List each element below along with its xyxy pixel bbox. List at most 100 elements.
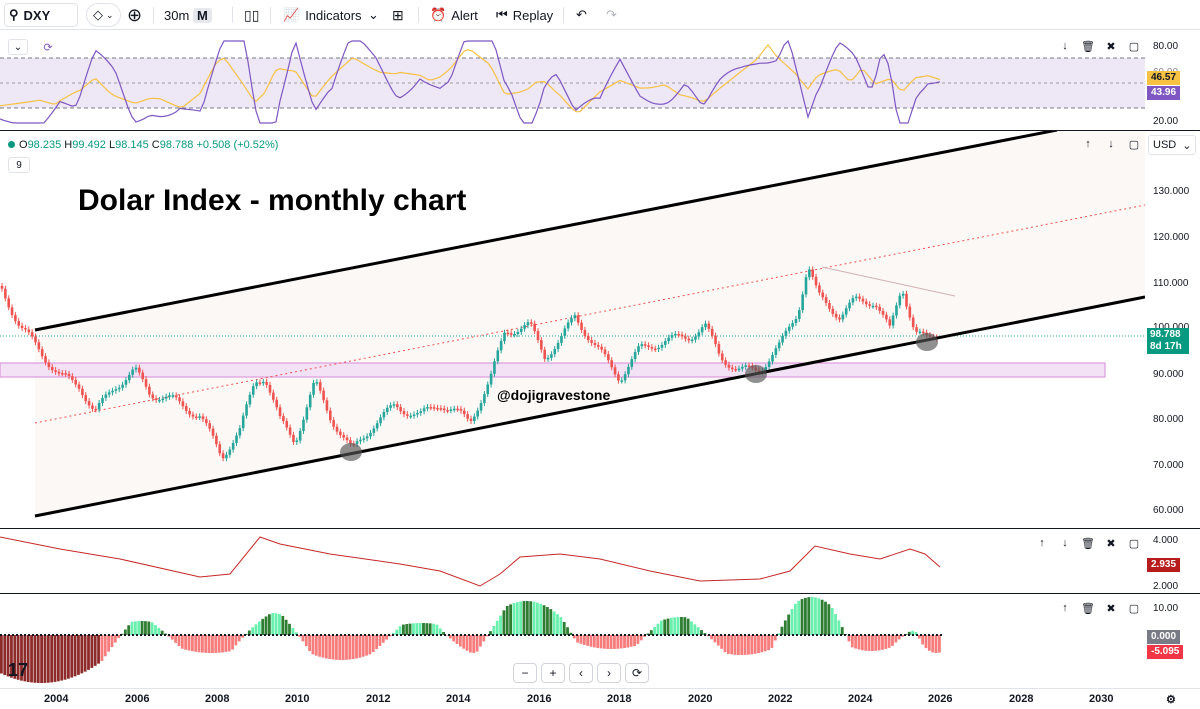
symbol-name: DXY — [23, 7, 51, 23]
candle-body — [463, 410, 466, 415]
candle-body — [298, 430, 302, 441]
collapse-pane-icon[interactable]: ✖ — [1106, 40, 1116, 53]
move-up-button[interactable]: ↑ — [1062, 602, 1068, 614]
macd-bar — [636, 635, 640, 644]
zoom-out-button[interactable]: − — [513, 663, 537, 683]
undo-button[interactable]: ↶ — [576, 3, 587, 27]
candle-body — [345, 437, 349, 441]
layouts-button[interactable]: ⊞ — [392, 3, 404, 27]
macd-bar — [887, 635, 891, 648]
macd-pane[interactable]: 17 — [0, 594, 1145, 688]
maximize-pane-icon[interactable]: ▢ — [1128, 40, 1140, 53]
osc-value-tag: 2.935 — [1147, 558, 1181, 572]
indicators-dropdown[interactable]: ⌄ — [368, 3, 379, 27]
macd-bar — [405, 624, 409, 635]
macd-bar — [656, 623, 660, 635]
indicator-length-box[interactable]: 9 — [8, 157, 30, 173]
oscillator-pane[interactable] — [0, 529, 1145, 593]
move-up-button[interactable]: ↑ — [1085, 138, 1091, 150]
candle-body — [831, 308, 835, 314]
candle-body — [540, 340, 543, 350]
settings-icon[interactable]: ⚙ — [1166, 694, 1176, 706]
rsi-axis-label: 20.00 — [1153, 116, 1179, 127]
candle-body — [576, 315, 580, 323]
macd-bar — [867, 635, 871, 651]
add-symbol-button[interactable]: ⊕ — [127, 3, 142, 27]
maximize-pane-icon[interactable]: ▢ — [1128, 138, 1140, 151]
indicators-button[interactable]: 📈 Indicators — [283, 3, 362, 27]
reset-chart-button[interactable]: ⟳ — [625, 663, 649, 683]
candle-body — [533, 323, 536, 332]
sync-icon[interactable]: ⟳ — [43, 41, 53, 54]
macd-bar — [626, 635, 630, 648]
candle-body — [154, 398, 158, 400]
collapse-pane-icon[interactable]: ✖ — [1106, 537, 1116, 550]
candle-body — [841, 314, 845, 320]
macd-bar — [53, 635, 57, 682]
macd-bar — [847, 635, 851, 642]
candle-body — [379, 417, 382, 424]
scroll-left-button[interactable]: ‹ — [569, 663, 593, 683]
macd-bar — [331, 635, 335, 660]
macd-bar — [308, 635, 311, 652]
macd-bar — [482, 635, 486, 642]
redo-button[interactable]: ↷ — [606, 3, 617, 27]
channel-top-line — [34, 131, 1058, 332]
macd-bar — [311, 635, 315, 655]
macd-bar — [43, 635, 47, 683]
macd-bar — [897, 635, 901, 640]
candle-body — [861, 298, 865, 302]
move-down-button[interactable]: ↓ — [1062, 537, 1068, 549]
interval-type-button[interactable]: M — [193, 3, 212, 27]
alert-label: Alert — [451, 7, 478, 23]
delete-pane-button[interactable]: 🗑 — [1080, 38, 1096, 54]
currency-button[interactable]: USD ⌄ — [1148, 135, 1197, 155]
delete-pane-button[interactable]: 🗑 — [1080, 535, 1096, 551]
candle-body — [586, 335, 590, 341]
chevron-left-icon: ‹ — [579, 666, 583, 680]
last-price-value: 98.788 — [1150, 329, 1181, 340]
interval-button[interactable]: 30m — [164, 3, 189, 27]
chart-type-button[interactable]: ▯▯ — [244, 3, 259, 27]
replay-button[interactable]: ⏮ Replay — [496, 3, 553, 27]
macd-bar — [103, 635, 107, 657]
compare-button[interactable]: ◇ ⌄ — [86, 3, 121, 27]
candle-body — [741, 366, 744, 369]
macd-bar — [680, 617, 683, 635]
candle-body — [516, 331, 520, 334]
alert-icon: ⏰ — [430, 7, 447, 22]
move-down-button[interactable]: ↓ — [1108, 138, 1114, 150]
scroll-right-button[interactable]: › — [597, 663, 621, 683]
macd-bar — [87, 635, 90, 670]
macd-bar — [582, 635, 586, 645]
candle-body — [627, 366, 630, 375]
delete-pane-button[interactable]: 🗑 — [1080, 600, 1096, 616]
candle-body — [77, 384, 81, 389]
zoom-in-button[interactable]: + — [541, 663, 565, 683]
move-up-button[interactable]: ↑ — [1039, 537, 1045, 549]
move-down-button[interactable]: ↓ — [1062, 40, 1068, 52]
macd-bar — [743, 635, 747, 655]
macd-bar — [301, 635, 305, 642]
maximize-pane-icon[interactable]: ▢ — [1128, 537, 1140, 550]
macd-bar — [107, 635, 110, 652]
rsi-pane[interactable] — [0, 31, 1145, 130]
macd-bar — [479, 635, 482, 647]
candle-body — [808, 269, 811, 278]
candle-body — [349, 440, 352, 444]
collapse-pane-icon[interactable]: ✖ — [1106, 602, 1116, 615]
candle-body — [871, 305, 875, 308]
macd-bar — [629, 635, 633, 647]
candle-body — [881, 310, 885, 315]
candle-body — [426, 407, 429, 409]
collapse-pane-button[interactable]: ⌄ — [8, 39, 28, 55]
maximize-pane-icon[interactable]: ▢ — [1128, 602, 1140, 615]
macd-bar — [505, 605, 509, 635]
candle-body — [727, 364, 731, 368]
macd-bar — [10, 635, 13, 678]
chevron-down-icon: ⌄ — [1182, 139, 1192, 152]
symbol-search[interactable]: ⚲ DXY — [4, 3, 78, 27]
alert-button[interactable]: ⏰ Alert — [430, 3, 478, 27]
macd-bar — [412, 623, 415, 635]
price-pane[interactable] — [0, 131, 1145, 528]
